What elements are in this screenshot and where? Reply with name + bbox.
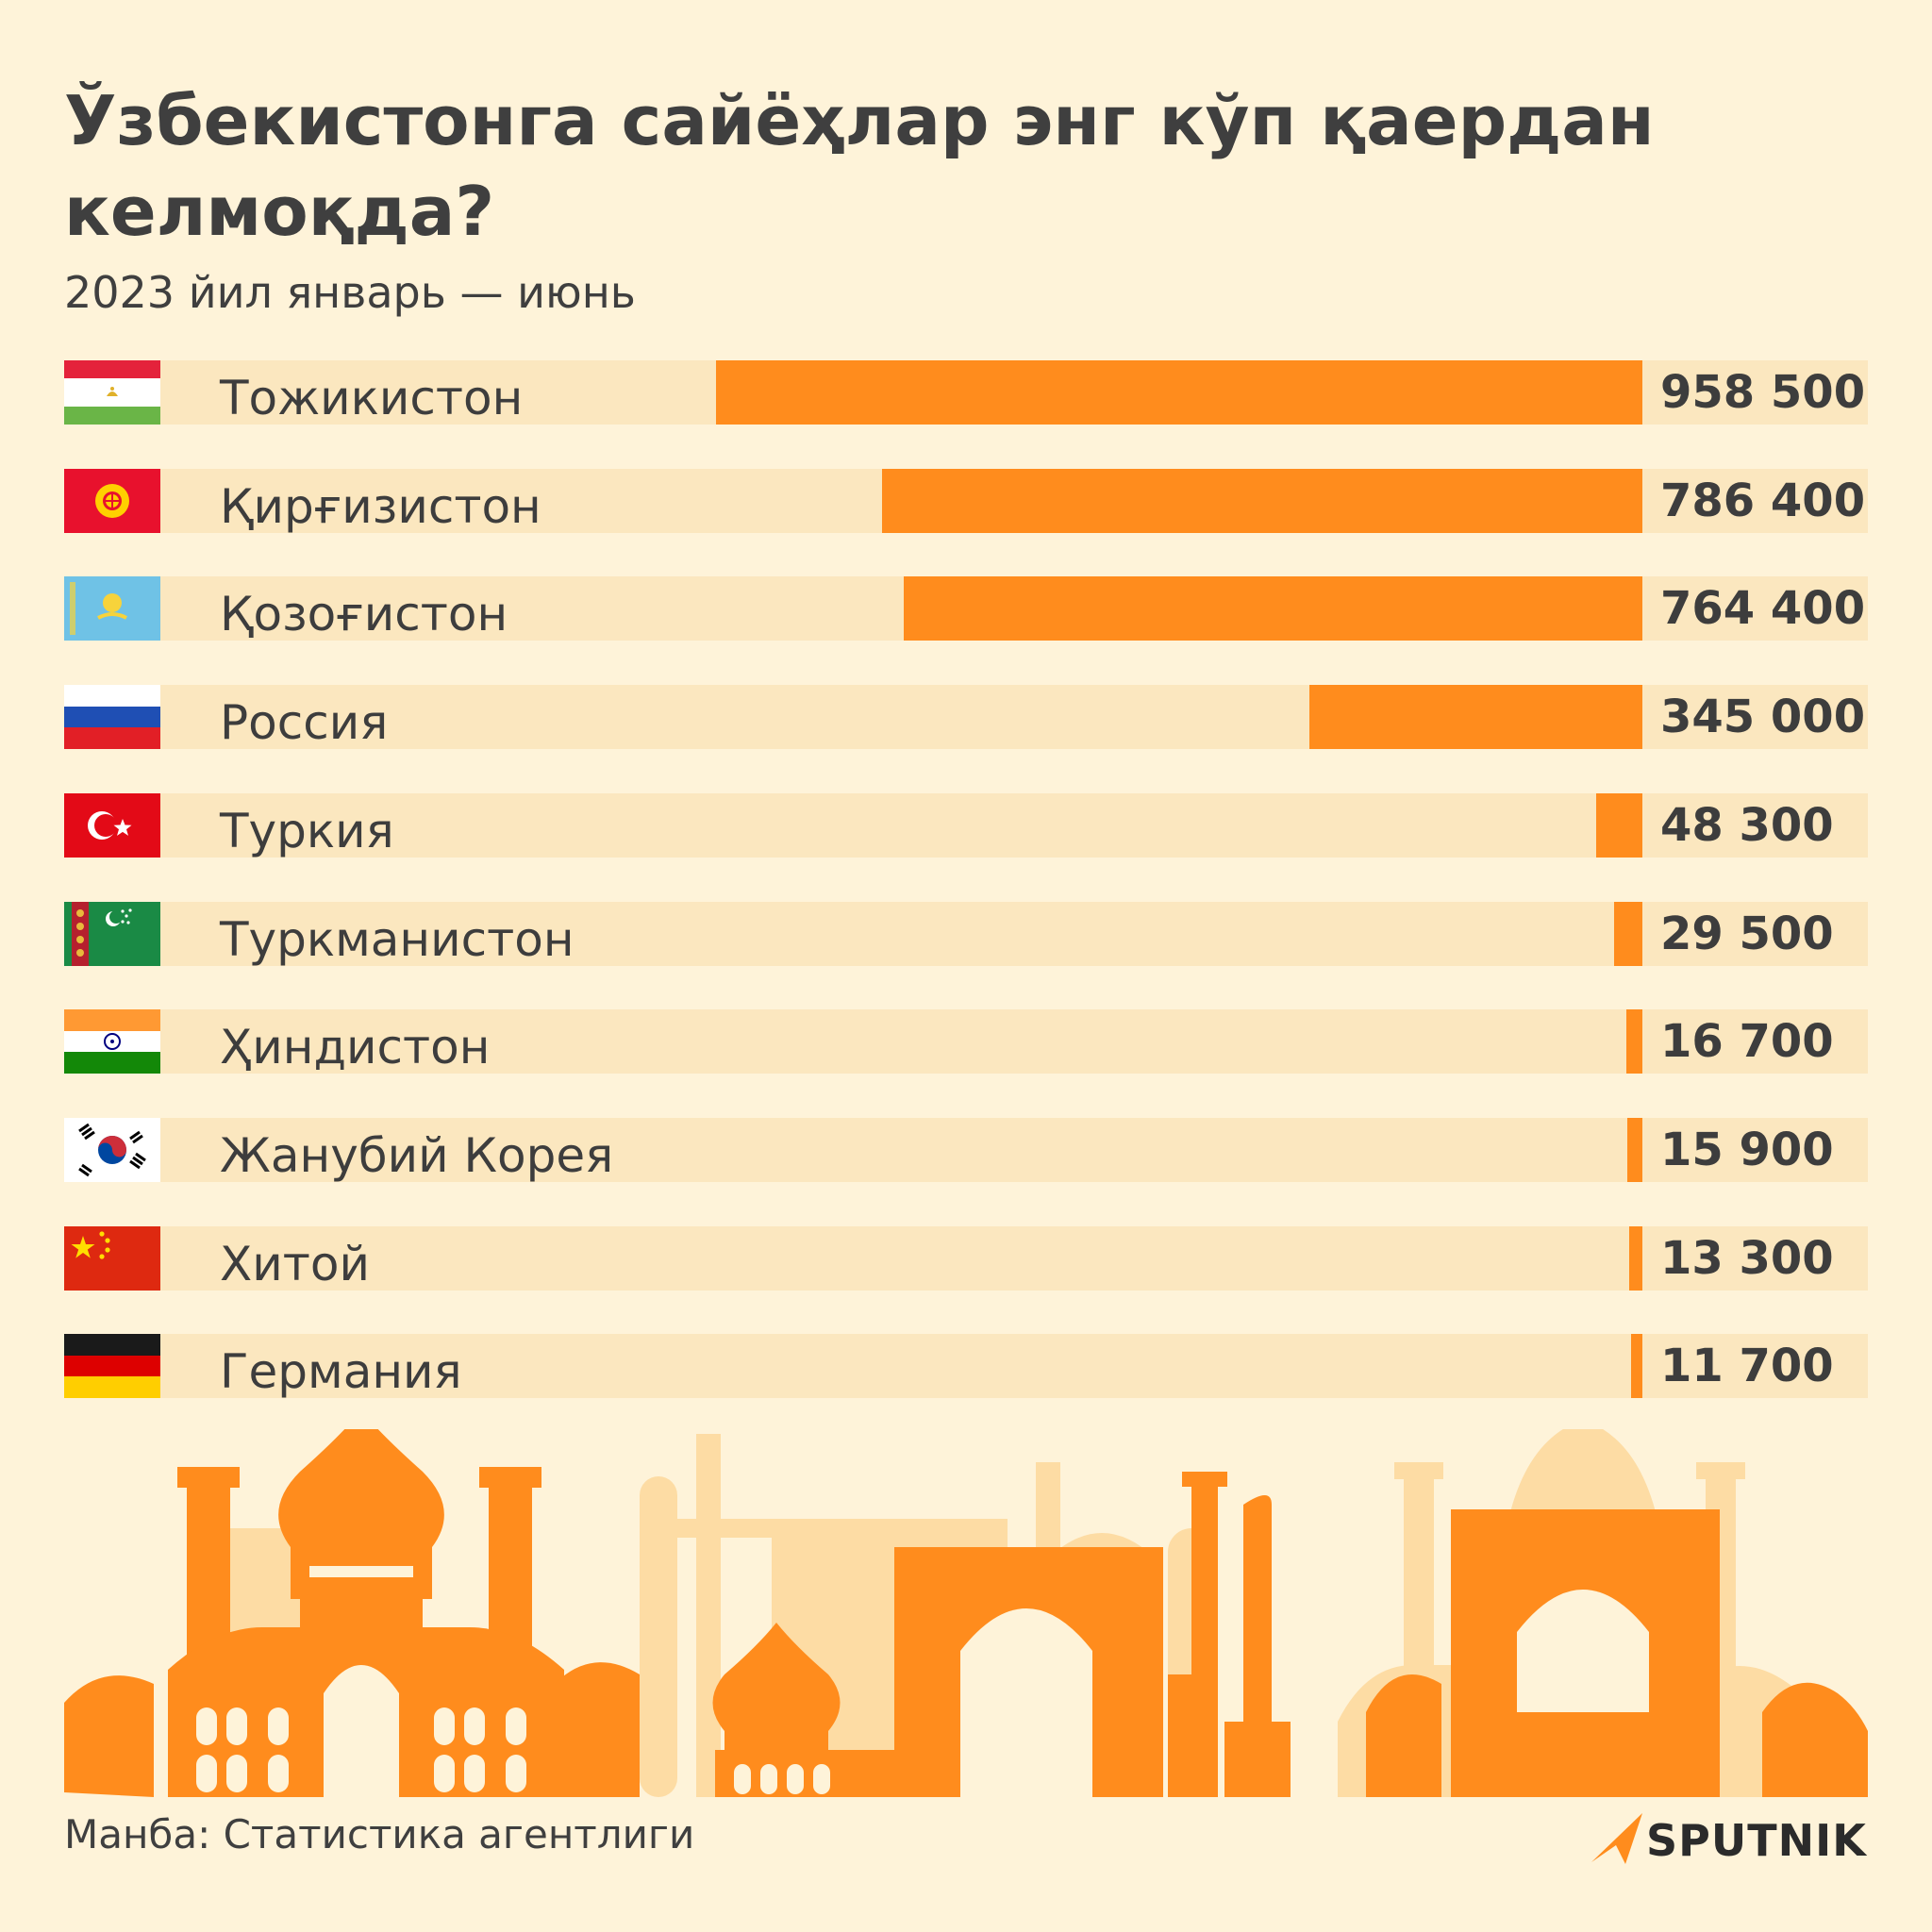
sputnik-arrow-icon [1591, 1813, 1642, 1864]
india-flag-icon [64, 1009, 160, 1074]
bar-row: Тожикистон 958 500 [64, 360, 1868, 425]
turkey-flag-icon [64, 793, 160, 858]
category-label: Қирғизистон [220, 479, 541, 534]
bar-track [160, 1118, 1868, 1182]
value-label: 48 300 [1660, 799, 1834, 852]
category-label: Германия [220, 1344, 462, 1399]
category-label: Ҳиндистон [220, 1020, 491, 1074]
value-label: 15 900 [1660, 1124, 1834, 1176]
germany-flag-icon [64, 1334, 160, 1398]
category-label: Қозоғистон [220, 587, 508, 641]
bar-row: Россия 345 000 [64, 685, 1868, 750]
bar [1631, 1334, 1642, 1398]
bar [882, 469, 1642, 533]
value-label: 345 000 [1660, 691, 1866, 743]
category-label: Россия [220, 695, 389, 750]
bar [1625, 1009, 1642, 1074]
value-label: 29 500 [1660, 908, 1834, 960]
bar-track [160, 902, 1868, 966]
brand-name: SPUTNIK [1646, 1815, 1867, 1866]
bar-row: Қозоғистон 764 400 [64, 576, 1868, 641]
bar-row: Туркманистон 29 500 [64, 902, 1868, 967]
south-korea-flag-icon [64, 1118, 160, 1182]
bar [716, 360, 1642, 425]
category-label: Жанубий Корея [220, 1128, 614, 1183]
bar [1629, 1226, 1642, 1291]
bar-track [160, 1009, 1868, 1074]
bar-track [160, 1226, 1868, 1291]
bar-row: Туркия 48 300 [64, 793, 1868, 858]
bar-row: Хитой 13 300 [64, 1226, 1868, 1291]
bar-row: Қирғизистон 786 400 [64, 469, 1868, 534]
bar [1308, 685, 1642, 749]
value-label: 13 300 [1660, 1232, 1834, 1285]
bar-track [160, 793, 1868, 858]
page-title: Ўзбекистонга сайёҳлар энг кўп қаердан ке… [64, 81, 1655, 251]
value-label: 11 700 [1660, 1340, 1834, 1392]
china-flag-icon [64, 1226, 160, 1291]
bar [1613, 902, 1642, 966]
category-label: Хитой [220, 1237, 370, 1291]
bar [1595, 793, 1642, 858]
bar [1626, 1118, 1642, 1182]
bar-row: Жанубий Корея 15 900 [64, 1118, 1868, 1183]
value-label: 764 400 [1660, 582, 1866, 635]
value-label: 16 700 [1660, 1015, 1834, 1068]
tajikistan-flag-icon [64, 360, 160, 425]
value-label: 786 400 [1660, 475, 1866, 527]
kazakhstan-flag-icon [64, 576, 160, 641]
source-note: Манба: Статистика агентлиги [64, 1811, 695, 1857]
city-skyline-illustration [64, 1429, 1868, 1797]
category-label: Туркманистон [220, 912, 575, 967]
kyrgyzstan-flag-icon [64, 469, 160, 533]
turkmenistan-flag-icon [64, 902, 160, 966]
bar [903, 576, 1642, 641]
bar-track [160, 1334, 1868, 1398]
russia-flag-icon [64, 685, 160, 749]
bar-row: Германия 11 700 [64, 1334, 1868, 1399]
page-subtitle: 2023 йил январь — июнь [64, 267, 636, 318]
category-label: Туркия [220, 804, 394, 858]
category-label: Тожикистон [220, 371, 524, 425]
value-label: 958 500 [1660, 366, 1866, 419]
bar-row: Ҳиндистон 16 700 [64, 1009, 1868, 1074]
